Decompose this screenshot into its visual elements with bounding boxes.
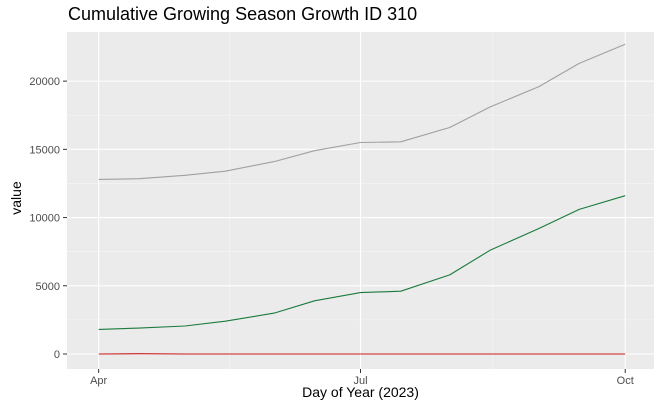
x-axis: Apr Jul Oct <box>90 369 634 387</box>
y-tick-label: 0 <box>54 349 60 361</box>
y-tick-label: 15000 <box>29 144 60 156</box>
y-tick-label: 10000 <box>29 213 60 225</box>
series-layer <box>98 43 626 355</box>
x-tick-label: Jul <box>353 375 367 387</box>
y-tick-label: 20000 <box>29 76 60 88</box>
y-tick-label: 5000 <box>36 281 60 293</box>
x-tick-label: Oct <box>617 375 634 387</box>
y-axis-label: value <box>8 181 24 215</box>
series-line-0 <box>98 43 626 180</box>
x-axis-label: Day of Year (2023) <box>302 384 419 400</box>
y-axis: 0 5000 10000 15000 20000 <box>29 76 67 361</box>
chart-title: Cumulative Growing Season Growth ID 310 <box>68 4 418 24</box>
series-line-1 <box>98 195 626 330</box>
x-tick-label: Apr <box>90 375 107 387</box>
